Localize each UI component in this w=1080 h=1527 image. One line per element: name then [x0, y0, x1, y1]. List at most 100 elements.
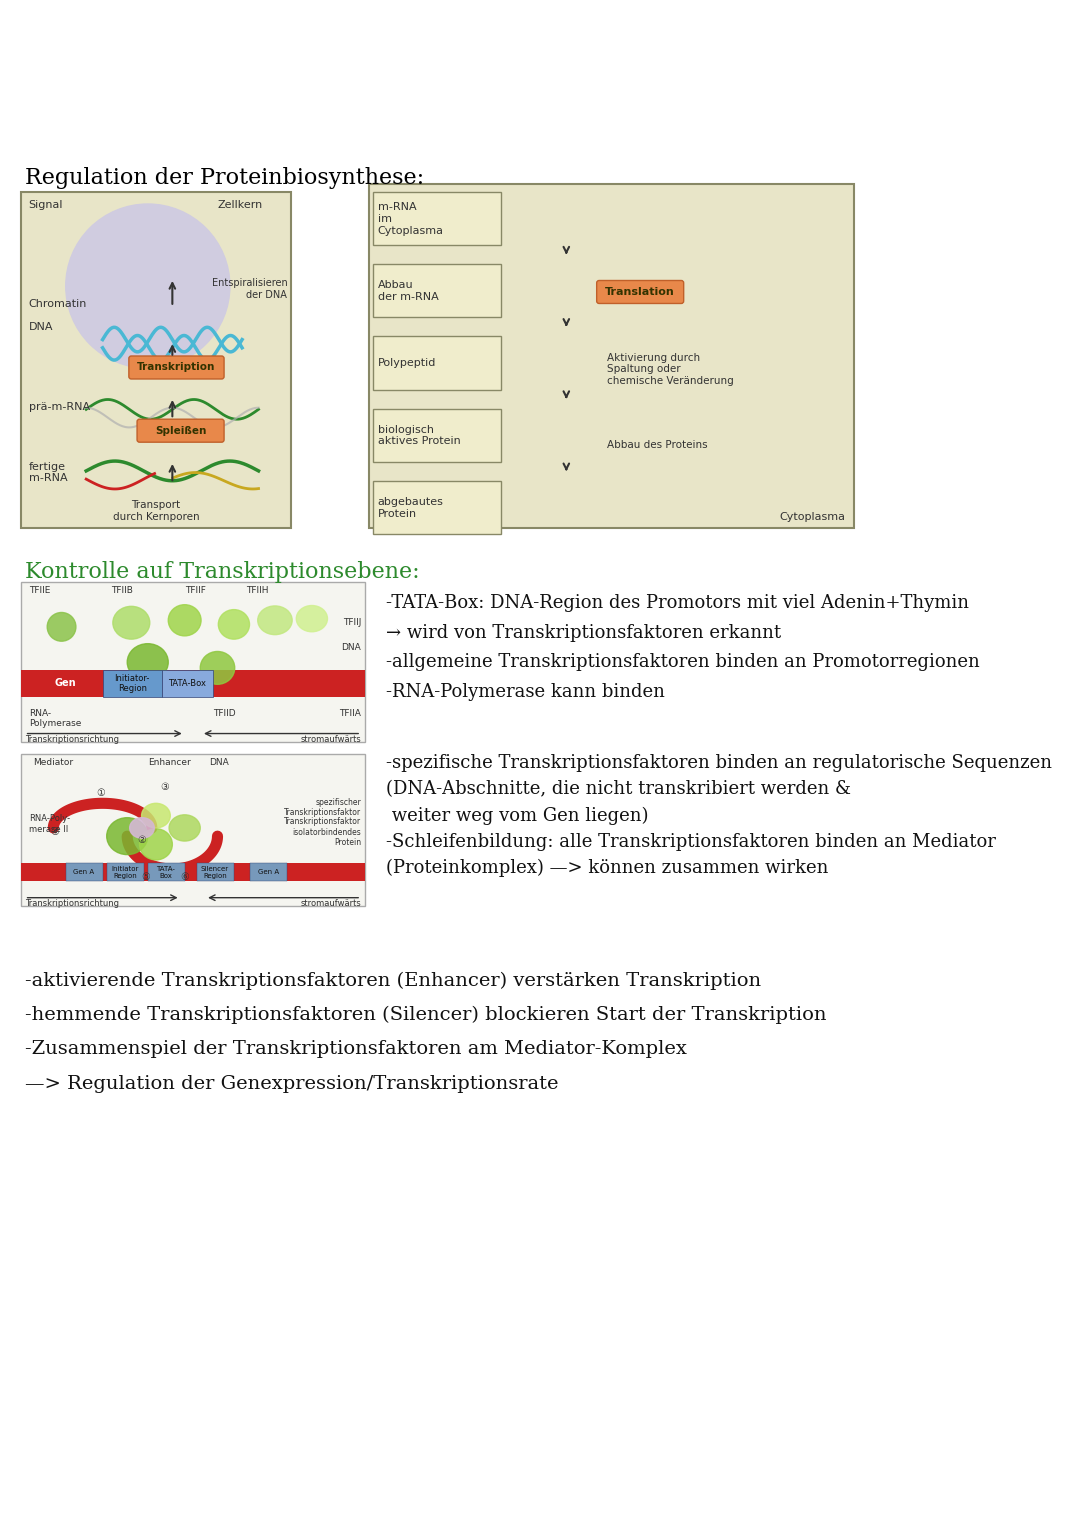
Text: ③: ③	[160, 782, 168, 793]
Text: fertige
m-RNA: fertige m-RNA	[29, 461, 67, 484]
Text: stromaufwärts: stromaufwärts	[300, 734, 361, 744]
Text: —> Regulation der Genexpression/Transkriptionsrate: —> Regulation der Genexpression/Transkri…	[25, 1075, 558, 1093]
FancyBboxPatch shape	[596, 281, 684, 304]
Ellipse shape	[170, 815, 200, 841]
Text: Initiator-
Region: Initiator- Region	[114, 673, 150, 693]
FancyBboxPatch shape	[107, 863, 144, 881]
Text: TFIIJ: TFIIJ	[342, 618, 361, 628]
FancyBboxPatch shape	[21, 582, 365, 742]
Text: Cytoplasma: Cytoplasma	[780, 512, 846, 522]
Text: spezifischer
Transkriptionsfaktor: spezifischer Transkriptionsfaktor	[284, 797, 361, 817]
Text: -aktivierende Transkriptionsfaktoren (Enhancer) verstärken Transkription: -aktivierende Transkriptionsfaktoren (En…	[25, 971, 760, 989]
FancyBboxPatch shape	[374, 192, 501, 246]
FancyBboxPatch shape	[21, 670, 365, 696]
FancyBboxPatch shape	[369, 183, 853, 528]
Text: Transkriptionsrichtung: Transkriptionsrichtung	[25, 899, 119, 909]
Ellipse shape	[112, 606, 150, 640]
Text: Abbau des Proteins: Abbau des Proteins	[607, 440, 708, 450]
Text: Transkriptionsrichtung: Transkriptionsrichtung	[25, 734, 119, 744]
FancyBboxPatch shape	[21, 754, 365, 906]
Text: Spleißen: Spleißen	[154, 426, 206, 435]
Text: DNA: DNA	[29, 322, 53, 333]
Ellipse shape	[130, 817, 154, 838]
FancyBboxPatch shape	[129, 356, 224, 379]
Text: TATA-
Box: TATA- Box	[157, 866, 175, 878]
Text: Aktivierung durch
Spaltung oder
chemische Veränderung: Aktivierung durch Spaltung oder chemisch…	[607, 353, 734, 386]
Text: RNA-Poly-
merase II: RNA-Poly- merase II	[29, 814, 70, 834]
Text: DNA: DNA	[210, 759, 229, 767]
Text: Regulation der Proteinbiosynthese:: Regulation der Proteinbiosynthese:	[25, 168, 423, 189]
Text: TFIIH: TFIIH	[246, 586, 269, 596]
FancyBboxPatch shape	[103, 670, 162, 696]
Text: ⑤: ⑤	[140, 872, 150, 883]
Text: Translation: Translation	[605, 287, 675, 296]
Ellipse shape	[139, 829, 173, 860]
Text: -Schleifenbildung: alle Transkriptionsfaktoren binden an Mediator: -Schleifenbildung: alle Transkriptionsfa…	[386, 832, 996, 851]
FancyBboxPatch shape	[251, 863, 287, 881]
Text: TFIIA: TFIIA	[339, 709, 361, 718]
Text: (Proteinkomplex) —> können zusammen wirken: (Proteinkomplex) —> können zusammen wirk…	[386, 860, 828, 878]
Ellipse shape	[127, 644, 168, 681]
Text: ②: ②	[137, 835, 147, 846]
Text: TFIID: TFIID	[214, 709, 237, 718]
FancyBboxPatch shape	[21, 863, 365, 881]
Text: Kontrolle auf Transkriptionsebene:: Kontrolle auf Transkriptionsebene:	[25, 562, 419, 583]
Text: -RNA-Polymerase kann binden: -RNA-Polymerase kann binden	[386, 683, 664, 701]
Text: → wird von Transkriptionsfaktoren erkannt: → wird von Transkriptionsfaktoren erkann…	[386, 623, 781, 641]
Text: Signal: Signal	[29, 200, 64, 211]
Ellipse shape	[200, 652, 234, 684]
Text: Transkription: Transkription	[137, 362, 216, 373]
Text: weiter weg vom Gen liegen): weiter weg vom Gen liegen)	[386, 806, 648, 825]
Text: Enhancer: Enhancer	[148, 759, 190, 767]
FancyBboxPatch shape	[374, 264, 501, 318]
Text: TATA-Box: TATA-Box	[168, 680, 206, 689]
Text: prä-m-RNA: prä-m-RNA	[29, 402, 90, 412]
Text: -spezifische Transkriptionsfaktoren binden an regulatorische Sequenzen: -spezifische Transkriptionsfaktoren bind…	[386, 754, 1052, 773]
Ellipse shape	[141, 803, 171, 828]
Text: TFIIE: TFIIE	[29, 586, 50, 596]
FancyBboxPatch shape	[374, 481, 501, 534]
FancyBboxPatch shape	[148, 863, 185, 881]
Text: Polypeptid: Polypeptid	[378, 359, 436, 368]
FancyBboxPatch shape	[21, 192, 292, 528]
Text: Chromatin: Chromatin	[29, 299, 87, 308]
Text: -TATA-Box: DNA-Region des Promotors mit viel Adenin+Thymin: -TATA-Box: DNA-Region des Promotors mit …	[386, 594, 969, 612]
Text: Entspiralisieren
der DNA: Entspiralisieren der DNA	[212, 278, 287, 299]
Text: Gen A: Gen A	[258, 869, 279, 875]
Text: TFIIB: TFIIB	[111, 586, 133, 596]
Text: Transport
durch Kernporen: Transport durch Kernporen	[112, 501, 199, 522]
Text: ④: ④	[51, 828, 59, 837]
Text: DNA: DNA	[341, 643, 361, 652]
FancyBboxPatch shape	[374, 336, 501, 389]
FancyBboxPatch shape	[137, 420, 224, 443]
Ellipse shape	[296, 606, 327, 632]
FancyBboxPatch shape	[374, 409, 501, 461]
Text: Gen: Gen	[55, 678, 77, 689]
Text: Abbau
der m-RNA: Abbau der m-RNA	[378, 281, 438, 302]
Ellipse shape	[48, 612, 76, 641]
Ellipse shape	[258, 606, 293, 635]
Text: -allgemeine Transkriptionsfaktoren binden an Promotorregionen: -allgemeine Transkriptionsfaktoren binde…	[386, 654, 980, 670]
Text: ①: ①	[96, 788, 106, 797]
FancyBboxPatch shape	[197, 863, 234, 881]
Text: abgebautes
Protein: abgebautes Protein	[378, 498, 444, 519]
Text: (DNA-Abschnitte, die nicht transkribiert werden &: (DNA-Abschnitte, die nicht transkribiert…	[386, 780, 851, 799]
Text: Initiator
Region: Initiator Region	[111, 866, 138, 878]
FancyBboxPatch shape	[66, 863, 103, 881]
Text: Transkriptionsfaktor
isolatorbindendes
Protein: Transkriptionsfaktor isolatorbindendes P…	[284, 817, 361, 847]
Text: Gen A: Gen A	[73, 869, 94, 875]
FancyBboxPatch shape	[162, 670, 213, 696]
Text: Zellkern: Zellkern	[217, 200, 262, 211]
Circle shape	[66, 205, 230, 368]
Ellipse shape	[218, 609, 249, 640]
Text: Mediator: Mediator	[32, 759, 73, 767]
Text: -hemmende Transkriptionsfaktoren (Silencer) blockieren Start der Transkription: -hemmende Transkriptionsfaktoren (Silenc…	[25, 1006, 826, 1025]
Text: Silencer
Region: Silencer Region	[201, 866, 229, 878]
Text: biologisch
aktives Protein: biologisch aktives Protein	[378, 425, 460, 446]
Text: RNA-
Polymerase: RNA- Polymerase	[29, 709, 81, 728]
Text: ⑥: ⑥	[180, 872, 189, 883]
Text: TFIIF: TFIIF	[185, 586, 205, 596]
Text: -Zusammenspiel der Transkriptionsfaktoren am Mediator-Komplex: -Zusammenspiel der Transkriptionsfaktore…	[25, 1040, 687, 1058]
Text: m-RNA
im
Cytoplasma: m-RNA im Cytoplasma	[378, 203, 444, 235]
Ellipse shape	[168, 605, 201, 635]
